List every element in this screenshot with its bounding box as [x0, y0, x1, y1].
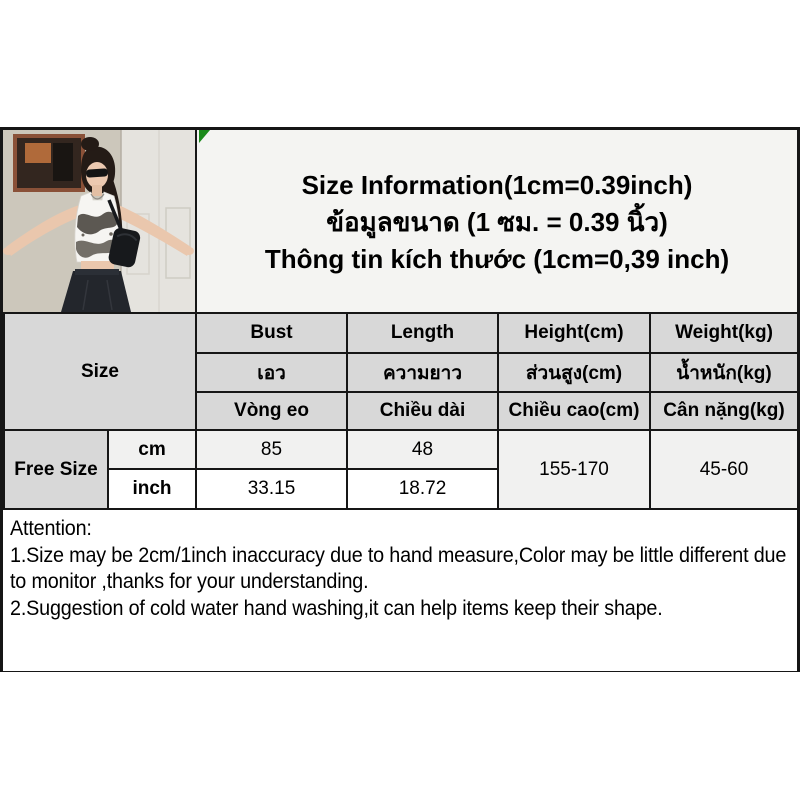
attention-text: Attention: 1.Size may be 2cm/1inch inacc… — [10, 515, 797, 621]
unit-inch-label: inch — [107, 468, 197, 510]
sunglasses-icon — [85, 168, 109, 178]
model-figure — [3, 137, 194, 312]
size-corner-cell: Size — [3, 312, 197, 431]
attention-note-2: 2.Suggestion of cold water hand washing,… — [10, 595, 663, 620]
title-english: Size Information(1cm=0.39inch) — [301, 170, 693, 200]
header-row-english: Size Bust Length Height(cm) Weight(kg) — [3, 312, 799, 431]
title-block: Size Information(1cm=0.39inch) ข้อมูลขนา… — [197, 130, 797, 312]
content-frame: Size Information(1cm=0.39inch) ข้อมูลขนา… — [0, 127, 800, 672]
attention-heading: Attention: — [10, 516, 92, 540]
picture-frame-icon — [13, 134, 85, 192]
free-size-label: Free Size — [3, 429, 109, 510]
length-cm-value: 48 — [346, 429, 499, 470]
product-photo-illustration — [3, 130, 195, 312]
attention-section: Attention: 1.Size may be 2cm/1inch inacc… — [3, 510, 797, 671]
row-free-size-cm: Free Size cm 85 48 155-170 45-60 — [3, 429, 799, 510]
weight-range-value: 45-60 — [649, 429, 799, 510]
unit-cm-label: cm — [107, 429, 197, 470]
attention-note-1: 1.Size may be 2cm/1inch inaccuracy due t… — [10, 542, 787, 594]
header-bust-en: Bust — [195, 312, 348, 354]
top-row: Size Information(1cm=0.39inch) ข้อมูลขนา… — [3, 130, 797, 312]
height-range-value: 155-170 — [497, 429, 651, 510]
header-length-en: Length — [346, 312, 499, 354]
product-photo — [3, 130, 197, 312]
row-free-size-inch: inch 33.15 18.72 — [4, 468, 798, 510]
size-table: Size Bust Length Height(cm) Weight(kg) เ… — [3, 312, 799, 510]
header-height-th: ส่วนสูง(cm) — [497, 352, 651, 393]
header-bust-vi: Vòng eo — [195, 391, 348, 431]
pants — [61, 271, 131, 312]
header-bust-th: เอว — [195, 352, 348, 393]
header-length-vi: Chiều dài — [346, 391, 499, 431]
shoulder-bag-icon — [107, 199, 141, 268]
header-row-vietnamese: Vòng eo Chiều dài Chiều cao(cm) Cân nặng… — [4, 391, 799, 431]
length-inch-value: 18.72 — [346, 468, 499, 510]
header-height-en: Height(cm) — [497, 312, 651, 354]
bust-cm-value: 85 — [195, 429, 348, 470]
header-row-thai: เอว ความยาว ส่วนสูง(cm) น้ำหนัก(kg) — [4, 352, 799, 393]
header-weight-vi: Cân nặng(kg) — [649, 391, 799, 431]
title-vietnamese: Thông tin kích thước (1cm=0,39 inch) — [264, 244, 730, 274]
header-weight-en: Weight(kg) — [649, 312, 799, 354]
green-corner-marker — [199, 130, 210, 143]
bust-inch-value: 33.15 — [195, 468, 348, 510]
header-height-vi: Chiều cao(cm) — [497, 391, 651, 431]
header-length-th: ความยาว — [346, 352, 499, 393]
title-thai: ข้อมูลขนาด (1 ซม. = 0.39 นิ้ว) — [326, 207, 668, 237]
header-weight-th: น้ำหนัก(kg) — [649, 352, 799, 393]
